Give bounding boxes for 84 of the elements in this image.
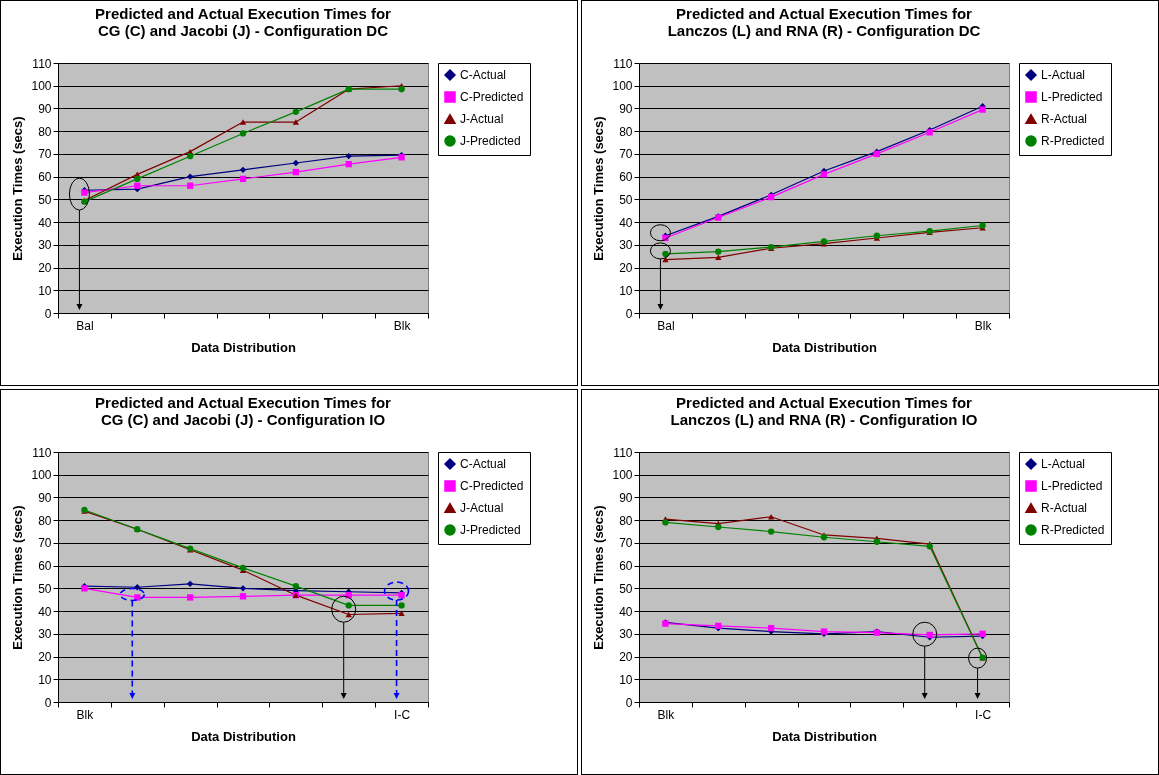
x-tick-label: Blk	[76, 707, 95, 722]
y-tick-label: 0	[625, 306, 633, 321]
y-tick-label: 100	[612, 79, 633, 94]
chart-title: Predicted and Actual Execution Times for CG (C) and Jacobi (J) - Configuration IO	[95, 394, 392, 428]
y-tick-label: 110	[32, 56, 52, 71]
y-tick-label: 60	[38, 170, 52, 185]
legend-label: C-Predicted	[460, 479, 524, 493]
x-tick-label: Blk	[393, 318, 412, 333]
y-tick-label: 20	[619, 650, 633, 665]
legend-label: R-Predicted	[1041, 523, 1105, 537]
y-tick-label: 40	[619, 215, 633, 230]
legend-label: R-Predicted	[1041, 134, 1105, 148]
y-axis-title: Execution Times (secs)	[591, 505, 607, 650]
y-axis-title: Execution Times (secs)	[591, 116, 607, 261]
y-tick-label: 30	[38, 627, 52, 642]
legend-label: J-Actual	[460, 501, 504, 515]
y-tick-label: 70	[38, 536, 52, 551]
y-tick-label: 80	[38, 124, 52, 139]
y-tick-label: 10	[619, 672, 633, 687]
y-tick-label: 0	[44, 306, 52, 321]
y-tick-label: 110	[613, 56, 633, 71]
y-tick-label: 110	[32, 445, 52, 460]
chart-title: Predicted and Actual Execution Times for Lanczos (L) and RNA (R) - Configuration IO	[670, 394, 978, 428]
legend-label: R-Actual	[1041, 112, 1088, 126]
y-tick-label: 100	[31, 79, 52, 94]
x-tick-label: Blk	[974, 318, 993, 333]
y-tick-label: 50	[619, 192, 633, 207]
x-tick-label: I-C	[394, 707, 411, 722]
y-tick-label: 60	[38, 559, 52, 574]
x-axis-title: Data Distribution	[772, 728, 877, 744]
y-tick-label: 30	[619, 238, 633, 253]
chart-title: Predicted and Actual Execution Times for Lanczos (L) and RNA (R) - Configuration DC	[667, 5, 981, 39]
x-tick-label: I-C	[975, 707, 992, 722]
y-tick-label: 80	[38, 513, 52, 528]
y-tick-label: 100	[31, 468, 52, 483]
y-axis-title: Execution Times (secs)	[10, 116, 26, 261]
y-tick-label: 50	[619, 581, 633, 596]
legend-label: L-Predicted	[1041, 90, 1103, 104]
y-tick-label: 70	[38, 147, 52, 162]
y-tick-label: 0	[625, 695, 633, 710]
y-tick-label: 50	[38, 581, 52, 596]
legend-label: C-Actual	[460, 68, 507, 82]
y-tick-label: 30	[619, 627, 633, 642]
legend-label: J-Actual	[460, 112, 504, 126]
legend-label: L-Predicted	[1041, 479, 1103, 493]
x-tick-label: Blk	[657, 707, 676, 722]
y-tick-label: 30	[38, 238, 52, 253]
y-tick-label: 70	[619, 536, 633, 551]
y-tick-label: 80	[619, 513, 633, 528]
x-axis-title: Data Distribution	[191, 728, 296, 744]
y-tick-label: 50	[38, 192, 52, 207]
y-tick-label: 90	[619, 101, 633, 116]
y-tick-label: 80	[619, 124, 633, 139]
y-tick-label: 90	[38, 101, 52, 116]
y-tick-label: 60	[619, 559, 633, 574]
y-tick-label: 0	[44, 695, 52, 710]
x-tick-label: Bal	[657, 318, 675, 333]
y-tick-label: 70	[619, 147, 633, 162]
y-tick-label: 110	[613, 445, 633, 460]
y-tick-label: 40	[38, 604, 52, 619]
x-axis-title: Data Distribution	[772, 339, 877, 355]
legend-label: L-Actual	[1041, 457, 1086, 471]
y-tick-label: 60	[619, 170, 633, 185]
chart-title: Predicted and Actual Execution Times for CG (C) and Jacobi (J) - Configuration DC	[95, 5, 392, 39]
y-tick-label: 20	[38, 650, 52, 665]
legend-label: R-Actual	[1041, 501, 1088, 515]
y-tick-label: 20	[619, 261, 633, 276]
x-axis-title: Data Distribution	[191, 339, 296, 355]
y-tick-label: 10	[619, 283, 633, 298]
y-tick-label: 90	[619, 490, 633, 505]
y-tick-label: 40	[619, 604, 633, 619]
y-tick-label: 90	[38, 490, 52, 505]
legend-label: L-Actual	[1041, 68, 1086, 82]
legend-label: J-Predicted	[460, 523, 521, 537]
y-tick-label: 20	[38, 261, 52, 276]
y-tick-label: 10	[38, 283, 52, 298]
y-tick-label: 100	[612, 468, 633, 483]
y-tick-label: 10	[38, 672, 52, 687]
legend-label: C-Predicted	[460, 90, 524, 104]
legend-label: C-Actual	[460, 457, 507, 471]
legend-label: J-Predicted	[460, 134, 521, 148]
y-axis-title: Execution Times (secs)	[10, 505, 26, 650]
x-tick-label: Bal	[76, 318, 94, 333]
y-tick-label: 40	[38, 215, 52, 230]
